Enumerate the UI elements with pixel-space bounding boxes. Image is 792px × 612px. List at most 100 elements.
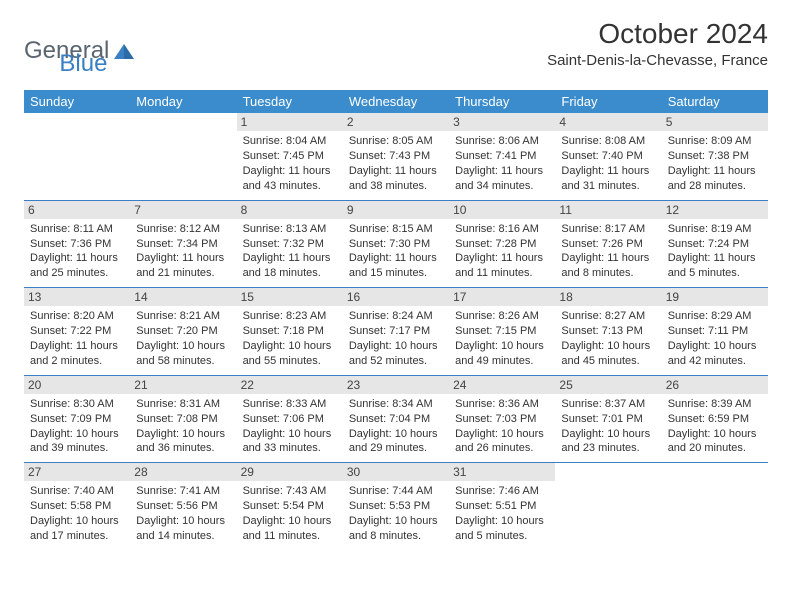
calendar-day-cell: 23Sunrise: 8:34 AMSunset: 7:04 PMDayligh… <box>343 375 449 463</box>
calendar-day-cell: 30Sunrise: 7:44 AMSunset: 5:53 PMDayligh… <box>343 463 449 550</box>
calendar-day-cell: 17Sunrise: 8:26 AMSunset: 7:15 PMDayligh… <box>449 288 555 376</box>
sunrise-line: Sunrise: 8:20 AM <box>30 309 124 324</box>
day-number: 28 <box>130 463 236 481</box>
day-number: 23 <box>343 376 449 394</box>
daylight-line: Daylight: 10 hours and 23 minutes. <box>561 427 655 457</box>
page-title: October 2024 <box>547 18 768 50</box>
sunrise-line: Sunrise: 7:43 AM <box>243 484 337 499</box>
sunset-line: Sunset: 7:32 PM <box>243 237 337 252</box>
sunset-line: Sunset: 7:30 PM <box>349 237 443 252</box>
daylight-line: Daylight: 11 hours and 11 minutes. <box>455 251 549 281</box>
sunrise-line: Sunrise: 8:37 AM <box>561 397 655 412</box>
daylight-line: Daylight: 10 hours and 26 minutes. <box>455 427 549 457</box>
calendar-table: Sunday Monday Tuesday Wednesday Thursday… <box>24 90 768 550</box>
logo-triangle-icon <box>113 42 135 60</box>
sunrise-line: Sunrise: 8:17 AM <box>561 222 655 237</box>
calendar-page: General Blue October 2024 Saint-Denis-la… <box>0 0 792 568</box>
day-number: 10 <box>449 201 555 219</box>
day-number: 7 <box>130 201 236 219</box>
sunrise-line: Sunrise: 8:05 AM <box>349 134 443 149</box>
calendar-day-cell: 5Sunrise: 8:09 AMSunset: 7:38 PMDaylight… <box>662 113 768 200</box>
day-header: Tuesday <box>237 90 343 113</box>
day-header: Sunday <box>24 90 130 113</box>
day-number: 30 <box>343 463 449 481</box>
sunset-line: Sunset: 5:58 PM <box>30 499 124 514</box>
calendar-day-cell: 25Sunrise: 8:37 AMSunset: 7:01 PMDayligh… <box>555 375 661 463</box>
daylight-line: Daylight: 10 hours and 20 minutes. <box>668 427 762 457</box>
day-number: 22 <box>237 376 343 394</box>
calendar-day-cell: 22Sunrise: 8:33 AMSunset: 7:06 PMDayligh… <box>237 375 343 463</box>
calendar-day-cell: 6Sunrise: 8:11 AMSunset: 7:36 PMDaylight… <box>24 200 130 288</box>
logo-word-2: Blue <box>59 50 107 78</box>
sunset-line: Sunset: 7:03 PM <box>455 412 549 427</box>
calendar-day-cell: 11Sunrise: 8:17 AMSunset: 7:26 PMDayligh… <box>555 200 661 288</box>
day-number: 16 <box>343 288 449 306</box>
daylight-line: Daylight: 10 hours and 8 minutes. <box>349 514 443 544</box>
calendar-day-cell: 20Sunrise: 8:30 AMSunset: 7:09 PMDayligh… <box>24 375 130 463</box>
sunset-line: Sunset: 7:13 PM <box>561 324 655 339</box>
sunset-line: Sunset: 7:22 PM <box>30 324 124 339</box>
calendar-day-cell: 12Sunrise: 8:19 AMSunset: 7:24 PMDayligh… <box>662 200 768 288</box>
calendar-day-cell: 31Sunrise: 7:46 AMSunset: 5:51 PMDayligh… <box>449 463 555 550</box>
calendar-day-cell: 2Sunrise: 8:05 AMSunset: 7:43 PMDaylight… <box>343 113 449 200</box>
day-number: 18 <box>555 288 661 306</box>
sunset-line: Sunset: 7:38 PM <box>668 149 762 164</box>
sunset-line: Sunset: 7:36 PM <box>30 237 124 252</box>
daylight-line: Daylight: 11 hours and 2 minutes. <box>30 339 124 369</box>
daylight-line: Daylight: 11 hours and 15 minutes. <box>349 251 443 281</box>
day-header-row: Sunday Monday Tuesday Wednesday Thursday… <box>24 90 768 113</box>
daylight-line: Daylight: 10 hours and 14 minutes. <box>136 514 230 544</box>
sunset-line: Sunset: 7:04 PM <box>349 412 443 427</box>
daylight-line: Daylight: 10 hours and 36 minutes. <box>136 427 230 457</box>
day-number: 25 <box>555 376 661 394</box>
day-header: Friday <box>555 90 661 113</box>
calendar-week-row: 1Sunrise: 8:04 AMSunset: 7:45 PMDaylight… <box>24 113 768 200</box>
calendar-day-cell: 3Sunrise: 8:06 AMSunset: 7:41 PMDaylight… <box>449 113 555 200</box>
calendar-day-cell: 24Sunrise: 8:36 AMSunset: 7:03 PMDayligh… <box>449 375 555 463</box>
calendar-day-cell <box>24 113 130 200</box>
day-number: 4 <box>555 113 661 131</box>
day-number: 8 <box>237 201 343 219</box>
daylight-line: Daylight: 11 hours and 31 minutes. <box>561 164 655 194</box>
sunrise-line: Sunrise: 8:09 AM <box>668 134 762 149</box>
sunset-line: Sunset: 5:51 PM <box>455 499 549 514</box>
sunrise-line: Sunrise: 8:31 AM <box>136 397 230 412</box>
sunset-line: Sunset: 7:28 PM <box>455 237 549 252</box>
sunrise-line: Sunrise: 8:34 AM <box>349 397 443 412</box>
calendar-day-cell: 27 Sunrise: 7:40 AMSunset: 5:58 PMDayligh… <box>24 463 130 550</box>
day-number: 27 <box>24 463 130 481</box>
sunrise-line: Sunrise: 8:26 AM <box>455 309 549 324</box>
sunrise-line: Sunrise: 8:29 AM <box>668 309 762 324</box>
sunrise-line: Sunrise: 8:23 AM <box>243 309 337 324</box>
daylight-line: Daylight: 11 hours and 43 minutes. <box>243 164 337 194</box>
sunrise-line: Sunrise: 8:15 AM <box>349 222 443 237</box>
sunrise-line: Sunrise: 8:24 AM <box>349 309 443 324</box>
calendar-day-cell: 19Sunrise: 8:29 AMSunset: 7:11 PMDayligh… <box>662 288 768 376</box>
sunset-line: Sunset: 7:26 PM <box>561 237 655 252</box>
title-block: October 2024 Saint-Denis-la-Chevasse, Fr… <box>547 18 768 69</box>
sunrise-line: Sunrise: 8:30 AM <box>30 397 124 412</box>
daylight-line: Daylight: 11 hours and 5 minutes. <box>668 251 762 281</box>
day-number: 9 <box>343 201 449 219</box>
calendar-day-cell <box>130 113 236 200</box>
sunrise-line: Sunrise: 7:40 AM <box>30 484 124 499</box>
sunrise-line: Sunrise: 8:16 AM <box>455 222 549 237</box>
calendar-day-cell: 4Sunrise: 8:08 AMSunset: 7:40 PMDaylight… <box>555 113 661 200</box>
day-number: 3 <box>449 113 555 131</box>
daylight-line: Daylight: 10 hours and 17 minutes. <box>30 514 124 544</box>
daylight-line: Daylight: 11 hours and 38 minutes. <box>349 164 443 194</box>
day-number: 31 <box>449 463 555 481</box>
sunset-line: Sunset: 7:08 PM <box>136 412 230 427</box>
calendar-day-cell <box>555 463 661 550</box>
calendar-body: 1Sunrise: 8:04 AMSunset: 7:45 PMDaylight… <box>24 113 768 550</box>
calendar-day-cell: 14Sunrise: 8:21 AMSunset: 7:20 PMDayligh… <box>130 288 236 376</box>
day-number: 15 <box>237 288 343 306</box>
calendar-day-cell: 7Sunrise: 8:12 AMSunset: 7:34 PMDaylight… <box>130 200 236 288</box>
sunrise-line: Sunrise: 7:46 AM <box>455 484 549 499</box>
sunrise-line: Sunrise: 8:06 AM <box>455 134 549 149</box>
daylight-line: Daylight: 10 hours and 49 minutes. <box>455 339 549 369</box>
day-number: 2 <box>343 113 449 131</box>
daylight-line: Daylight: 11 hours and 18 minutes. <box>243 251 337 281</box>
daylight-line: Daylight: 11 hours and 28 minutes. <box>668 164 762 194</box>
daylight-line: Daylight: 11 hours and 21 minutes. <box>136 251 230 281</box>
